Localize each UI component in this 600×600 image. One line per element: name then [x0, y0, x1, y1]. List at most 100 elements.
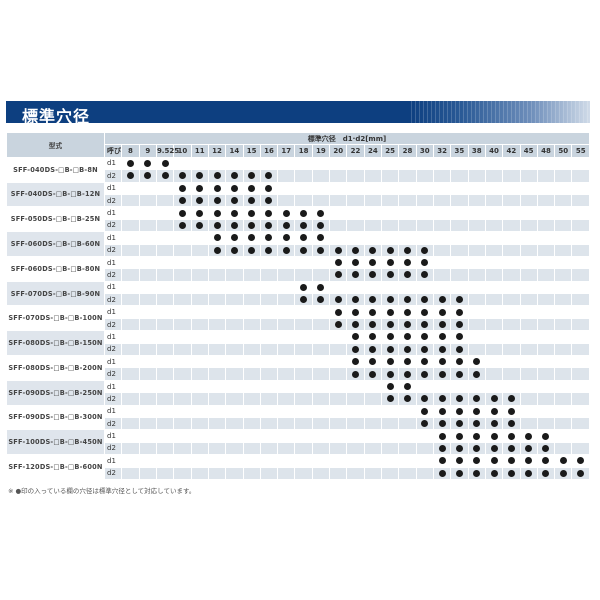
bore-cell — [502, 169, 521, 183]
bore-cell — [432, 206, 452, 220]
d2-label: d2 — [103, 268, 123, 282]
available-dot-icon — [455, 420, 463, 428]
bore-cell — [207, 429, 227, 443]
bore-cell — [207, 193, 227, 208]
bore-cell — [467, 330, 486, 344]
bore-cell — [121, 169, 140, 183]
bore-cell — [346, 156, 365, 171]
bore-cell — [294, 317, 313, 332]
available-dot-icon — [352, 358, 360, 366]
bore-cell — [155, 293, 175, 307]
available-dot-icon — [196, 221, 204, 229]
bore-cell — [571, 193, 590, 208]
bore-cell — [415, 255, 434, 270]
bore-cell — [571, 379, 590, 394]
bore-cell — [329, 280, 348, 295]
bore-cell — [415, 367, 434, 381]
bore-cell — [155, 379, 175, 394]
available-dot-icon — [369, 296, 377, 304]
available-dot-icon — [507, 432, 515, 440]
bore-cell — [207, 441, 227, 456]
available-dot-icon — [403, 308, 411, 316]
bore-cell — [554, 317, 573, 332]
available-dot-icon — [369, 271, 377, 279]
bore-cell — [502, 404, 521, 419]
bore-cell — [242, 255, 261, 270]
bore-cell — [554, 268, 573, 282]
bore-cell — [467, 280, 486, 295]
bore-cell — [502, 416, 521, 431]
available-dot-icon — [386, 308, 394, 316]
bore-cell — [259, 355, 279, 369]
bore-cell — [380, 379, 400, 394]
standard-bore-table: 型式 標準穴径 d1·d2[mm] 呼び 8 9 9.525 10 11 12 14 15 16 17… — [6, 131, 590, 480]
available-dot-icon — [490, 457, 498, 465]
bore-cell — [380, 268, 400, 282]
available-dot-icon — [334, 246, 342, 254]
bore-cell — [294, 367, 313, 381]
bore-cell — [277, 293, 296, 307]
bore-cell — [346, 317, 365, 332]
bore-cell — [519, 206, 538, 220]
bore-cell — [138, 255, 157, 270]
bore-cell — [554, 355, 573, 369]
column-header: 38 — [467, 144, 486, 158]
available-dot-icon — [196, 197, 204, 205]
bore-cell — [467, 181, 486, 195]
available-dot-icon — [300, 246, 308, 254]
bore-cell — [484, 231, 504, 245]
bore-cell — [173, 355, 192, 369]
bore-cell — [155, 218, 175, 233]
bore-cell — [329, 441, 348, 456]
bore-cell — [519, 243, 538, 257]
column-header: 55 — [571, 144, 590, 158]
bore-cell — [484, 379, 504, 394]
d2-label: d2 — [103, 416, 123, 431]
bore-cell — [346, 268, 365, 282]
bore-cell — [242, 218, 261, 233]
available-dot-icon — [213, 221, 221, 229]
available-dot-icon — [490, 469, 498, 477]
bore-cell — [259, 293, 279, 307]
bore-cell — [311, 330, 331, 344]
bore-cell — [519, 404, 538, 419]
bore-cell — [519, 156, 538, 171]
bore-cell — [277, 454, 296, 468]
bore-cell — [259, 181, 279, 195]
bore-cell — [502, 305, 521, 319]
bore-cell — [225, 243, 244, 257]
bore-cell — [207, 169, 227, 183]
bore-cell — [259, 367, 279, 381]
available-dot-icon — [455, 345, 463, 353]
available-dot-icon — [542, 457, 550, 465]
bore-cell — [380, 429, 400, 443]
bore-cell — [155, 367, 175, 381]
bore-cell — [121, 243, 140, 257]
bore-cell — [432, 243, 452, 257]
available-dot-icon — [386, 246, 394, 254]
bore-cell — [536, 317, 556, 332]
bore-cell — [138, 293, 157, 307]
bore-cell — [398, 342, 417, 357]
available-dot-icon — [438, 296, 446, 304]
table-row: SFF-090DS-□B-□B-250N d1 — [6, 379, 590, 406]
table-row: d2 — [7, 466, 590, 480]
d2-label: d2 — [103, 218, 123, 233]
bore-cell — [190, 255, 209, 270]
bore-cell — [484, 218, 504, 233]
bore-cell — [259, 416, 279, 431]
bore-cell — [207, 342, 227, 357]
available-dot-icon — [334, 271, 342, 279]
bore-cell — [398, 293, 417, 307]
bore-group-header: 標準穴径 d1·d2[mm] — [104, 131, 590, 146]
bore-cell — [242, 441, 261, 456]
bore-cell — [363, 379, 383, 394]
column-header: 15 — [242, 144, 261, 158]
bore-cell — [467, 404, 486, 419]
bore-cell — [380, 280, 400, 295]
bore-cell — [329, 218, 348, 233]
available-dot-icon — [248, 172, 256, 180]
column-header: 9 — [138, 144, 157, 158]
bore-cell — [554, 218, 573, 233]
available-dot-icon — [352, 345, 360, 353]
